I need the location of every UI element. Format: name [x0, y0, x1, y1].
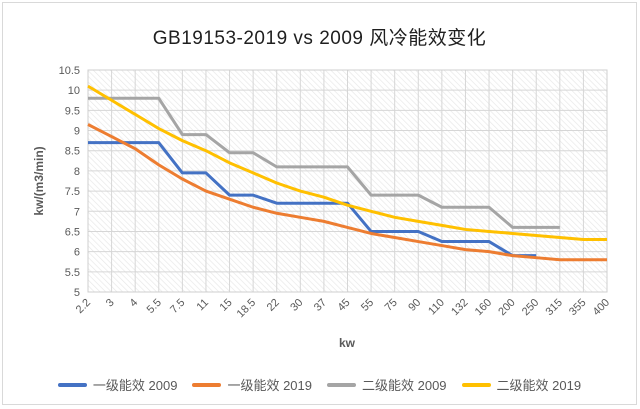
legend-swatch-line [461, 382, 491, 387]
x-tick-label: 22 [265, 297, 282, 314]
legend: 一级能效 2009 一级能效 2019 二级能效 2009 二级能效 2019 [3, 375, 636, 394]
x-tick-label: 5.5 [145, 297, 164, 316]
x-tick-label: 315 [543, 297, 564, 318]
series-line-2 [88, 96, 560, 229]
x-tick-label: 15 [218, 297, 235, 314]
y-tick-label: 9 [74, 126, 80, 138]
x-tick-label: 2.2 [74, 297, 93, 316]
legend-swatch-line [192, 382, 222, 387]
x-tick-label: 400 [591, 297, 612, 318]
legend-label: 一级能效 2019 [227, 378, 312, 393]
y-tick-label: 10 [68, 85, 80, 97]
legend-label: 二级能效 2019 [496, 378, 582, 393]
y-tick-label: 10.5 [59, 65, 80, 77]
x-tick-label: 250 [520, 297, 541, 318]
legend-item: 二级能效 2019 [461, 375, 582, 394]
x-tick-label: 200 [496, 297, 517, 318]
x-tick-label: 30 [288, 297, 305, 314]
x-axis-title: kw [338, 336, 356, 350]
y-tick-label: 6 [74, 247, 80, 259]
plot-svg: 2.2 3 4 5.5 7.5 11 15 18.5 22 30 37 45 55 75 90 110 132 1… [59, 65, 613, 321]
y-tick-label: 6.5 [65, 226, 80, 238]
x-tick-label: 45 [335, 297, 352, 314]
series-line-0 [88, 141, 537, 258]
series-line-1 [87, 123, 607, 262]
y-tick-label: 9.5 [65, 105, 80, 117]
y-tick-label: 8 [74, 166, 80, 178]
x-tick-label: 355 [567, 297, 588, 318]
y-tick-label: 5.5 [65, 267, 80, 279]
x-tick-label: 132 [449, 297, 470, 318]
legend-item: 二级能效 2009 [327, 375, 447, 394]
x-tick-label: 37 [312, 297, 329, 314]
chart-title: GB19153-2019 vs 2009 风冷能效变化 [152, 28, 487, 49]
legend-label: 一级能效 2009 [92, 378, 178, 393]
x-tick-label: 3 [104, 297, 117, 310]
legend-swatch-line [327, 382, 356, 387]
x-tick-label: 160 [473, 297, 494, 318]
x-tick-label: 110 [426, 297, 447, 318]
x-tick-label: 55 [359, 297, 376, 314]
x-tick-label: 7.5 [168, 297, 187, 316]
legend-label: 二级能效 2009 [362, 378, 447, 393]
chart-card: 2.2 3 4 5.5 7.5 11 15 18.5 22 30 37 45 55 75 90 110 132 1… [2, 2, 637, 405]
legend-item: 一级能效 2019 [192, 375, 312, 394]
x-tick-label: 18.5 [235, 297, 259, 321]
x-tick-label: 75 [383, 297, 400, 314]
series-line-3 [87, 84, 607, 242]
y-tick-label: 8.5 [65, 146, 80, 158]
y-tick-label: 5 [74, 287, 80, 299]
plot-border [87, 69, 608, 293]
y-tick-label: 7 [74, 206, 80, 218]
legend-item: 一级能效 2009 [57, 375, 178, 394]
legend-swatch-line [57, 382, 87, 387]
x-tick-label: 11 [195, 297, 212, 314]
y-axis-title: kw/(m3/min) [32, 146, 46, 216]
x-tick-label: 90 [406, 297, 423, 314]
x-tick-label: 4 [127, 297, 140, 310]
y-tick-label: 7.5 [65, 186, 80, 198]
